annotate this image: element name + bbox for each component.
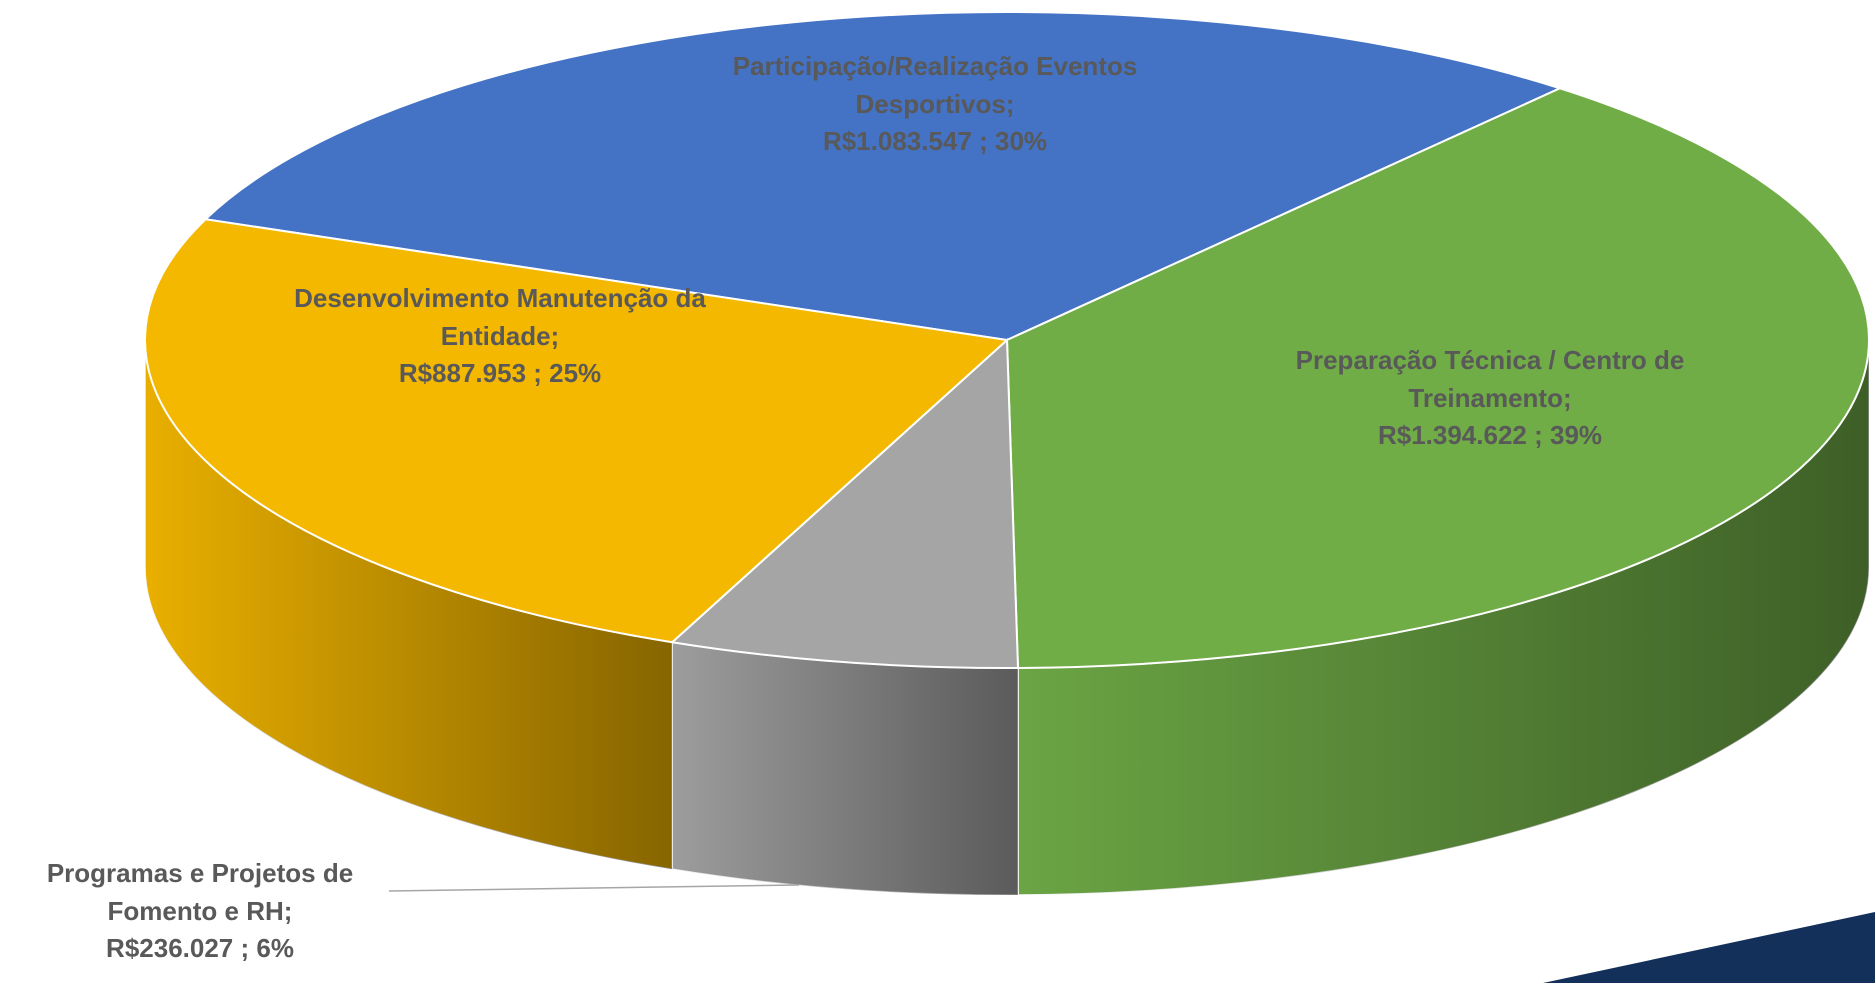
category-label: Desenvolvimento Manutenção da Entidade; — [294, 283, 706, 351]
slice — [1005, 87, 1870, 669]
data-label: Preparação Técnica / Centro de Treinamen… — [1250, 342, 1730, 455]
pie-tops — [144, 11, 1870, 669]
slice — [144, 218, 1010, 644]
decoration — [1543, 912, 1875, 983]
slice-side-shade — [1017, 340, 1869, 895]
data-label: Programas e Projetos de Fomento e RH; R$2… — [10, 855, 390, 968]
slice — [669, 337, 1020, 669]
slice-side-shade — [145, 340, 673, 870]
leader-line — [388, 884, 800, 892]
value-label: R$1.394.622 ; 39% — [1377, 420, 1603, 451]
slice-side-shade — [672, 642, 1018, 895]
slice — [203, 11, 1563, 342]
data-label: Desenvolvimento Manutenção da Entidade; R… — [260, 280, 740, 393]
value-label: R$887.953 ; 25% — [398, 358, 602, 389]
category-label: Participação/Realização Eventos Desporti… — [732, 51, 1138, 119]
value-label: R$1.083.547 ; 30% — [822, 126, 1048, 157]
category-label: Preparação Técnica / Centro de Treinamen… — [1295, 345, 1685, 413]
pie-sides — [144, 339, 1870, 896]
data-label: Participação/Realização Eventos Desporti… — [695, 48, 1175, 161]
value-label: R$236.027 ; 6% — [106, 933, 294, 964]
category-label: Programas e Projetos de Fomento e RH; — [46, 858, 354, 926]
